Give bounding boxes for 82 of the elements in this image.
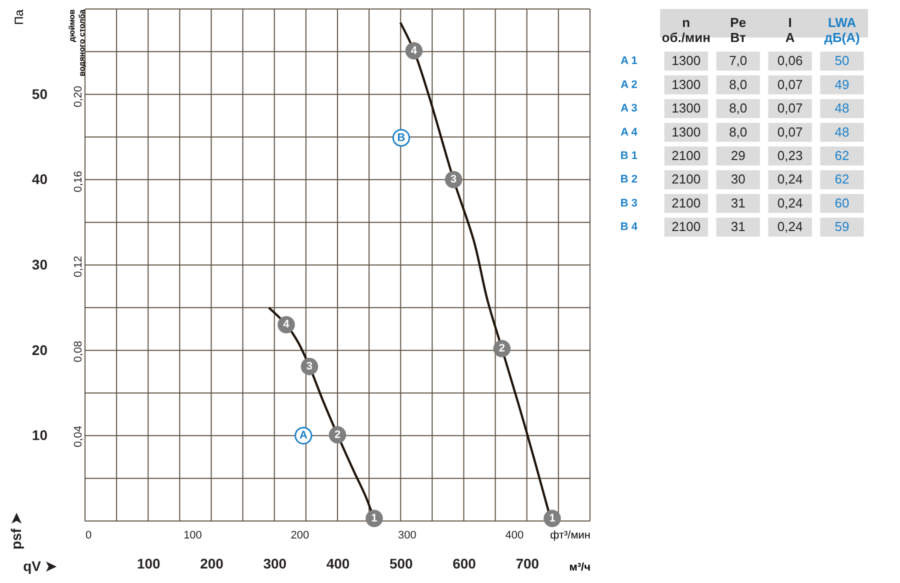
category-label: A 1 bbox=[620, 55, 638, 68]
text: 62 bbox=[834, 148, 850, 164]
y-tick-label: 40 bbox=[32, 171, 48, 188]
text: 8,0 bbox=[729, 124, 748, 140]
x2-tick-label: 0 bbox=[86, 530, 92, 542]
x-axis-title: м³/ч bbox=[569, 562, 590, 574]
x2-tick-label: 300 bbox=[398, 530, 416, 542]
text: 2100 bbox=[672, 172, 701, 187]
text: 1300 bbox=[672, 100, 701, 116]
x-tick-label: 700 bbox=[516, 556, 540, 572]
category-label: LWA дБ(A) bbox=[824, 15, 860, 46]
y-tick-label: 10 bbox=[32, 427, 48, 444]
x-tick-label: 300 bbox=[263, 556, 287, 572]
x2-tick-label: 200 bbox=[290, 530, 310, 542]
text: 0,06 bbox=[777, 53, 803, 68]
category-label: B 3 bbox=[620, 197, 638, 210]
text: 2100 bbox=[672, 148, 701, 164]
text: 59 bbox=[834, 219, 850, 234]
annotation: A bbox=[299, 430, 308, 442]
annotation: 3 bbox=[450, 174, 457, 186]
text: 0,07 bbox=[777, 100, 803, 116]
y-tick-label: 20 bbox=[32, 342, 48, 358]
text: 31 bbox=[730, 219, 746, 234]
y2-tick-label: 0,20 bbox=[72, 86, 84, 108]
text: 7,0 bbox=[729, 53, 748, 68]
text: 0,07 bbox=[777, 76, 803, 92]
category-label: I A bbox=[785, 15, 796, 46]
category-label: B 1 bbox=[620, 150, 638, 162]
y2-tick-label: 0,04 bbox=[72, 426, 84, 448]
text: 0,23 bbox=[777, 148, 803, 164]
text: 30 bbox=[730, 172, 746, 187]
y2-axis-title: дюймов водяного столба bbox=[68, 8, 86, 76]
x-tick-label: 500 bbox=[389, 556, 414, 572]
y-tick-label: 50 bbox=[32, 86, 48, 102]
text: 62 bbox=[834, 172, 850, 187]
text: 0,24 bbox=[777, 219, 803, 234]
text: 1300 bbox=[672, 76, 701, 92]
x2-axis-title: фт³/мин bbox=[550, 530, 590, 542]
category-label: n об./мин bbox=[662, 15, 710, 46]
text: 48 bbox=[834, 100, 850, 116]
text: 2100 bbox=[672, 195, 701, 210]
x-tick-label: 400 bbox=[326, 556, 350, 572]
text: qV ➤ bbox=[23, 558, 57, 574]
annotation: 1 bbox=[371, 512, 378, 524]
category-label: Pe Вт bbox=[730, 15, 746, 46]
annotation: B bbox=[397, 132, 406, 144]
text: psf ➤ bbox=[8, 512, 24, 550]
annotation: 1 bbox=[549, 512, 556, 524]
category-label: A 4 bbox=[620, 126, 638, 138]
category-label: B 2 bbox=[620, 174, 638, 186]
y2-tick-label: 0,08 bbox=[72, 340, 84, 362]
x-tick-label: 600 bbox=[452, 556, 476, 572]
x2-tick-label: 100 bbox=[184, 530, 202, 542]
y-tick-label: 30 bbox=[32, 256, 48, 272]
text: 0,24 bbox=[777, 195, 803, 210]
text: 60 bbox=[834, 195, 850, 210]
y-axis-title: Па bbox=[12, 9, 26, 25]
text: 31 bbox=[730, 195, 746, 210]
text: 29 bbox=[730, 148, 746, 164]
x2-tick-label: 400 bbox=[505, 530, 524, 542]
annotation: 2 bbox=[498, 342, 506, 355]
x-tick-label: 200 bbox=[200, 556, 224, 572]
category-label: A 3 bbox=[620, 102, 638, 115]
text: 8,0 bbox=[729, 76, 748, 92]
x-tick-label: 100 bbox=[136, 556, 161, 572]
category-label: A 2 bbox=[620, 78, 638, 91]
annotation: 4 bbox=[283, 318, 290, 331]
text: 1300 bbox=[672, 53, 701, 68]
text: 8,0 bbox=[729, 100, 748, 116]
text: 2100 bbox=[672, 219, 701, 234]
category-label: B 4 bbox=[620, 221, 638, 234]
text: 1300 bbox=[672, 124, 701, 140]
annotation: 3 bbox=[306, 360, 313, 373]
y2-tick-label: 0,16 bbox=[72, 170, 84, 192]
y2-tick-label: 0,12 bbox=[72, 256, 84, 278]
annotation: 2 bbox=[334, 428, 341, 441]
text: 0,07 bbox=[777, 124, 803, 140]
text: 0,24 bbox=[777, 172, 803, 187]
text: 49 bbox=[834, 76, 850, 92]
annotation: 4 bbox=[410, 44, 418, 57]
text: 50 bbox=[834, 53, 850, 68]
text: 48 bbox=[834, 124, 850, 140]
